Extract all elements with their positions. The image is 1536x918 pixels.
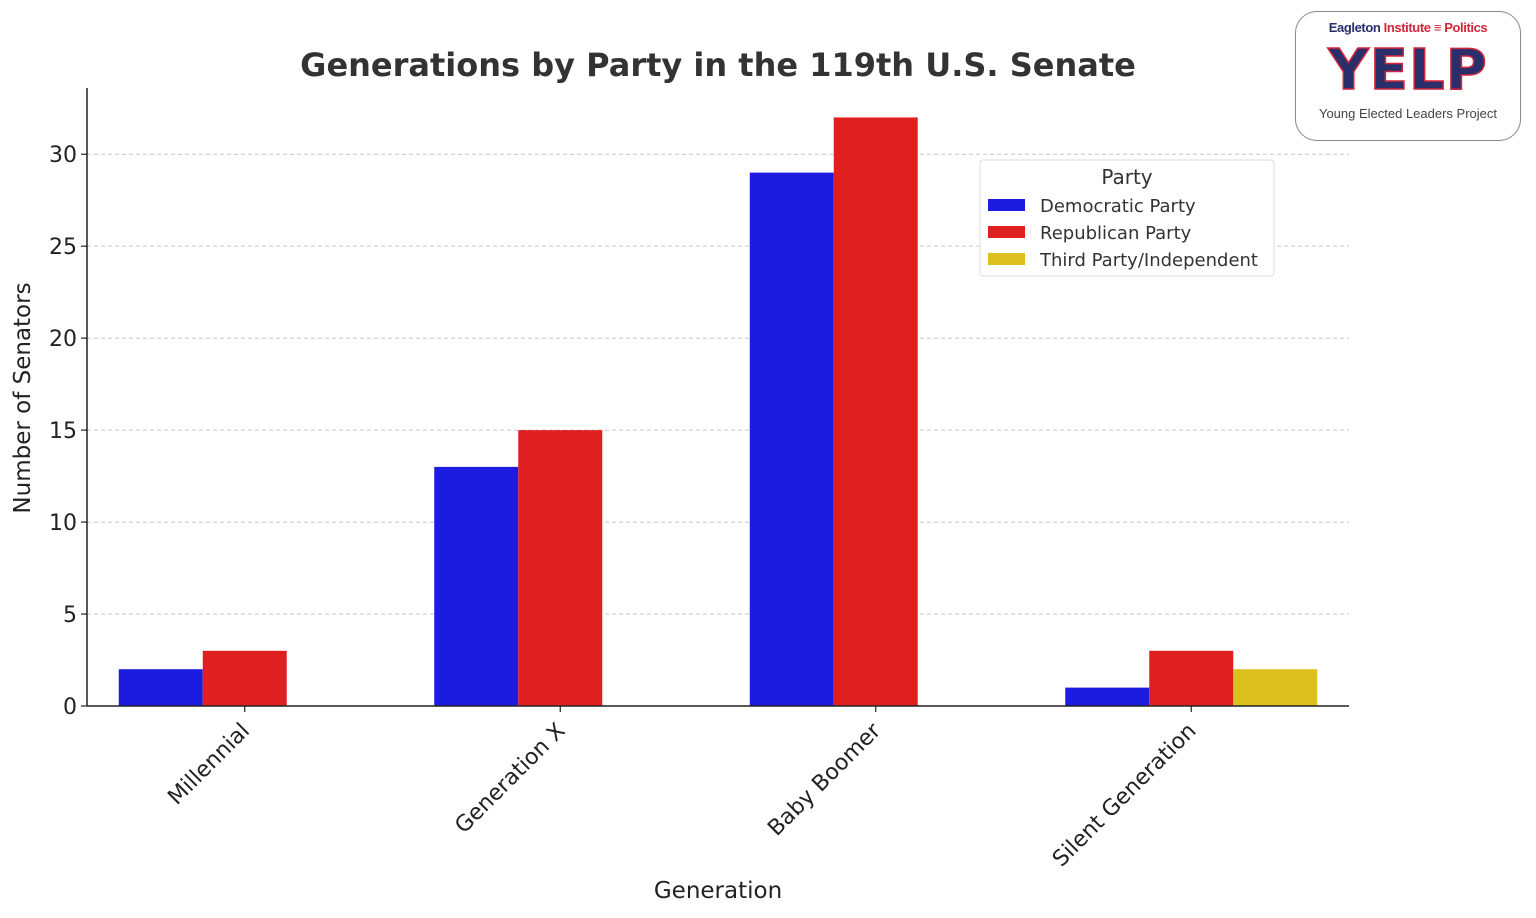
- bar-republican-party-baby-boomer: [833, 117, 918, 706]
- y-tick-label: 15: [49, 419, 77, 444]
- y-tick-label: 10: [49, 511, 77, 536]
- legend-title: Party: [1101, 165, 1152, 189]
- bar-democratic-party-baby-boomer: [749, 172, 834, 706]
- x-tick-label: Silent Generation: [1048, 719, 1201, 872]
- legend-label: Third Party/Independent: [1039, 250, 1258, 271]
- bar-republican-party-millennial: [202, 650, 287, 706]
- bar-democratic-party-millennial: [118, 669, 203, 706]
- bar-democratic-party-silent-generation: [1065, 687, 1150, 706]
- chart-title: Generations by Party in the 119th U.S. S…: [300, 46, 1136, 84]
- legend-label: Republican Party: [1040, 223, 1192, 244]
- logo-institute-line: Eagleton Institute ≡ Politics: [1328, 20, 1488, 35]
- legend-swatch: [988, 199, 1025, 211]
- legend-box: [979, 159, 1275, 277]
- bar-democratic-party-generation-x: [434, 466, 519, 706]
- y-tick-label: 25: [49, 235, 77, 260]
- logo-wordmark: YELP: [1327, 37, 1488, 104]
- legend-label: Democratic Party: [1040, 196, 1196, 217]
- x-axis-label: Generation: [654, 878, 782, 904]
- bar-republican-party-generation-x: [518, 430, 603, 706]
- x-tick-label: Millennial: [163, 719, 255, 811]
- y-tick-label: 20: [49, 327, 77, 352]
- legend: Party Democratic Party Republican Party Thi…: [979, 159, 1275, 277]
- x-tick-label: Generation X: [450, 719, 570, 839]
- y-tick-label: 5: [63, 603, 77, 628]
- legend-swatch: [988, 226, 1025, 238]
- bar-republican-party-silent-generation: [1149, 650, 1234, 706]
- x-tick-label: Baby Boomer: [763, 718, 886, 841]
- legend-swatch: [988, 253, 1025, 265]
- y-tick-label: 30: [49, 143, 77, 168]
- yelp-logo: Eagleton Institute ≡ Politics YELP Young…: [1295, 11, 1521, 141]
- logo-subtitle: Young Elected Leaders Project: [1318, 106, 1498, 121]
- y-axis-label: Number of Senators: [10, 282, 36, 513]
- bar-third-party-independent-silent-generation: [1233, 669, 1318, 706]
- y-tick-label: 0: [63, 695, 77, 720]
